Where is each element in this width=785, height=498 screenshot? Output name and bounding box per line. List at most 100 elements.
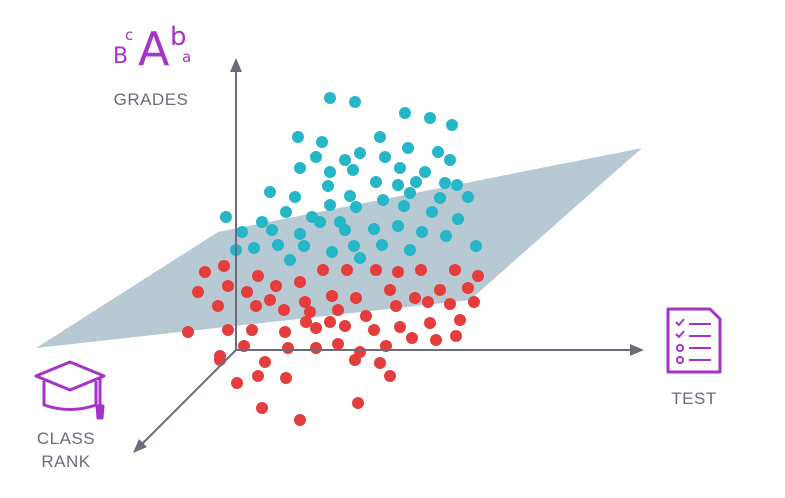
lower-data-point: [394, 321, 406, 333]
upper-data-point: [374, 131, 386, 143]
lower-data-point: [360, 310, 372, 322]
upper-data-point: [354, 252, 366, 264]
lower-data-point: [246, 324, 258, 336]
upper-data-point: [349, 96, 361, 108]
upper-data-point: [434, 192, 446, 204]
lower-data-point: [422, 296, 434, 308]
upper-data-point: [404, 244, 416, 256]
lower-data-point: [300, 316, 312, 328]
lower-data-point: [279, 326, 291, 338]
lower-data-point: [444, 298, 456, 310]
upper-data-point: [462, 191, 474, 203]
upper-data-point: [347, 164, 359, 176]
lower-data-point: [434, 284, 446, 296]
upper-data-point: [368, 223, 380, 235]
grade-letter-right-small: b: [170, 22, 187, 52]
lower-data-point: [212, 300, 224, 312]
upper-data-point: [314, 216, 326, 228]
lower-data-point: [339, 320, 351, 332]
grade-letter-right-tiny: a: [182, 48, 192, 66]
upper-data-point: [440, 230, 452, 242]
upper-data-point: [284, 254, 296, 266]
lower-data-point: [218, 260, 230, 272]
points-front-plane: [182, 92, 484, 426]
upper-data-point: [354, 147, 366, 159]
lower-data-point: [192, 286, 204, 298]
upper-data-point: [370, 176, 382, 188]
lower-data-point: [214, 354, 226, 366]
lower-data-point: [250, 300, 262, 312]
lower-data-point: [264, 294, 276, 306]
lower-data-point: [256, 402, 268, 414]
lower-data-point: [299, 296, 311, 308]
lower-data-point: [341, 264, 353, 276]
lower-data-point: [472, 270, 484, 282]
grade-letter-big: A: [138, 22, 170, 76]
grade-letter-left-small: B: [113, 44, 129, 69]
upper-data-point: [248, 242, 260, 254]
graduation-cap-icon: [34, 360, 106, 420]
upper-data-point: [392, 179, 404, 191]
upper-data-point: [432, 146, 444, 158]
lower-data-point: [324, 316, 336, 328]
lower-data-point: [384, 284, 396, 296]
lower-data-point: [252, 270, 264, 282]
lower-data-point: [294, 276, 306, 288]
upper-data-point: [439, 177, 451, 189]
checklist-document-icon: [666, 307, 722, 374]
lower-data-point: [350, 292, 362, 304]
upper-data-point: [470, 240, 482, 252]
upper-data-point: [376, 239, 388, 251]
lower-data-point: [406, 332, 418, 344]
upper-data-point: [292, 131, 304, 143]
upper-data-point: [426, 206, 438, 218]
lower-data-point: [462, 282, 474, 294]
upper-data-point: [446, 119, 458, 131]
lower-data-point: [450, 330, 462, 342]
lower-data-point: [409, 292, 421, 304]
upper-data-point: [324, 199, 336, 211]
upper-data-point: [298, 240, 310, 252]
depth-axis-line: [139, 349, 237, 447]
lower-data-point: [430, 334, 442, 346]
upper-data-point: [452, 213, 464, 225]
lower-data-point: [326, 290, 338, 302]
upper-data-point: [399, 107, 411, 119]
upper-data-point: [339, 154, 351, 166]
upper-data-point: [344, 190, 356, 202]
lower-data-point: [352, 397, 364, 409]
lower-data-point: [182, 326, 194, 338]
lower-data-point: [278, 304, 290, 316]
upper-data-point: [310, 151, 322, 163]
grade-letter-left-tiny: c: [125, 26, 134, 44]
axes: [139, 68, 634, 447]
upper-data-point: [294, 228, 306, 240]
lower-data-point: [374, 357, 386, 369]
upper-data-point: [394, 162, 406, 174]
lower-data-point: [280, 372, 292, 384]
lower-data-point: [304, 306, 316, 318]
lower-data-point: [199, 266, 211, 278]
lower-data-point: [294, 414, 306, 426]
upper-data-point: [316, 136, 328, 148]
upper-data-point: [398, 200, 410, 212]
lower-data-point: [370, 264, 382, 276]
upper-data-point: [402, 142, 414, 154]
upper-data-point: [322, 180, 334, 192]
lower-data-point: [454, 314, 466, 326]
lower-data-point: [390, 300, 402, 312]
upper-data-point: [379, 151, 391, 163]
lower-data-point: [424, 317, 436, 329]
lower-data-point: [282, 342, 294, 354]
grades-axis-label: GRADES: [113, 90, 189, 109]
class-rank-label-line2: RANK: [41, 452, 91, 471]
upper-data-point: [377, 194, 389, 206]
lower-data-point: [368, 324, 380, 336]
lower-data-point: [449, 264, 461, 276]
test-axis-label: TEST: [671, 389, 717, 408]
lower-data-point: [317, 264, 329, 276]
upper-data-point: [444, 154, 456, 166]
class-rank-label-line1: CLASS: [36, 429, 96, 448]
